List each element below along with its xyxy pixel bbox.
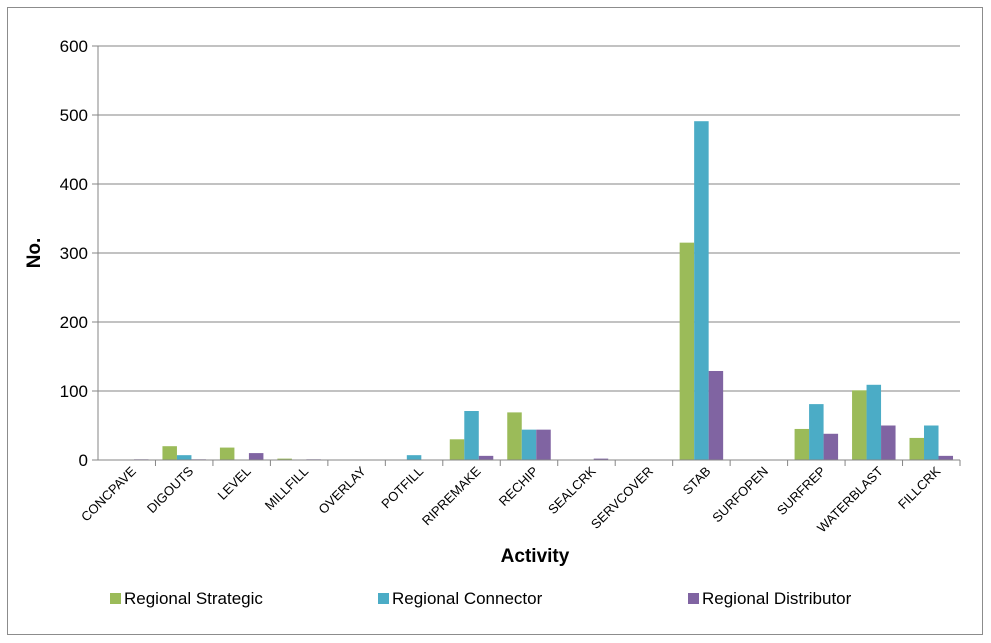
bar-regional-distributor-fillcrk	[938, 455, 954, 460]
bars	[133, 121, 954, 461]
legend-label: Regional Distributor	[702, 589, 852, 608]
legend: Regional Strategic Regional Connector Regi…	[110, 589, 852, 608]
bar-regional-strategic-millfill	[277, 458, 292, 460]
bar-regional-distributor-sealcrk	[593, 458, 609, 460]
legend-swatch	[378, 593, 389, 604]
x-category-label: SURFOPEN	[709, 464, 771, 526]
bar-regional-strategic-waterblast	[852, 390, 867, 460]
bar-regional-strategic-ripremake	[449, 439, 465, 460]
x-category-label: DIGOUTS	[144, 463, 197, 516]
x-category-label: OVERLAY	[315, 463, 369, 517]
bar-regional-connector-ripremake	[464, 411, 479, 460]
bar-regional-distributor-rechip	[536, 429, 551, 460]
x-axis-category-labels: CONCPAVE DIGOUTS LEVEL MILLFILL OVERLAY POTFI…	[78, 463, 944, 535]
x-category-label: FILLCRK	[895, 463, 944, 512]
axes	[97, 46, 961, 466]
legend-swatch	[688, 593, 699, 604]
bar-regional-connector-surfrep	[809, 404, 824, 460]
bar-regional-distributor-surfrep	[823, 433, 839, 460]
bar-regional-strategic-stab	[679, 242, 695, 460]
legend-swatch	[110, 593, 121, 604]
x-category-label: STAB	[680, 464, 714, 498]
bar-regional-strategic-surfrep	[794, 428, 810, 460]
bar-regional-strategic-digouts	[162, 446, 177, 460]
chart-frame	[7, 7, 983, 635]
y-tick-label: 600	[60, 37, 88, 56]
y-axis-title: No.	[24, 238, 45, 269]
bar-regional-distributor-waterblast	[881, 425, 896, 460]
bar-regional-connector-potfill	[406, 455, 422, 460]
legend-label: Regional Strategic	[124, 589, 263, 608]
bar-regional-strategic-level	[219, 447, 235, 460]
y-tick-label: 300	[60, 244, 88, 263]
gridlines	[98, 45, 960, 392]
y-tick-label: 400	[60, 175, 88, 194]
bar-regional-strategic-fillcrk	[909, 437, 925, 460]
bar-regional-connector-stab	[694, 121, 709, 461]
x-category-label: RECHIP	[496, 464, 541, 509]
bar-regional-distributor-level	[248, 453, 264, 460]
bar-regional-distributor-ripremake	[478, 455, 494, 460]
bar-regional-connector-waterblast	[866, 384, 882, 460]
bar-regional-distributor-stab	[708, 370, 724, 460]
x-category-label: POTFILL	[378, 464, 426, 512]
x-category-label: RIPREMAKE	[419, 463, 484, 528]
x-category-label: CONCPAVE	[78, 463, 139, 524]
x-category-label: SURFREP	[774, 464, 829, 519]
y-axis-ticks: 0 100 200 300 400 500 600	[60, 37, 98, 470]
y-tick-label: 500	[60, 106, 88, 125]
bar-regional-connector-fillcrk	[924, 425, 939, 460]
bar-regional-connector-digouts	[176, 455, 192, 460]
x-category-label: SEALCRK	[545, 463, 599, 517]
y-tick-label: 100	[60, 382, 88, 401]
x-category-label: LEVEL	[215, 464, 254, 503]
x-category-label: MILLFILL	[262, 464, 311, 513]
y-tick-label: 200	[60, 313, 88, 332]
bar-regional-connector-rechip	[521, 429, 537, 460]
bar-regional-strategic-rechip	[507, 412, 522, 460]
x-axis-title: Activity	[501, 546, 570, 567]
y-tick-label: 0	[79, 451, 88, 470]
legend-label: Regional Connector	[392, 589, 543, 608]
